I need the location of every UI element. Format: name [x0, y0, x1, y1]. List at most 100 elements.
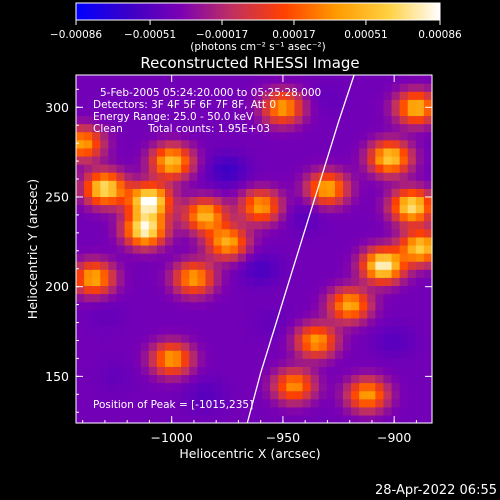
heatmap-cell — [351, 333, 360, 343]
heatmap-cell — [294, 342, 304, 351]
heatmap-cell — [100, 293, 109, 303]
y-tick-label: 150 — [45, 369, 69, 384]
heatmap-cell — [375, 253, 385, 262]
heatmap-cell — [197, 236, 207, 246]
heatmap-cell — [148, 309, 158, 319]
heatmap-cell — [326, 301, 336, 311]
heatmap-cell — [334, 398, 344, 408]
heatmap-cell — [100, 115, 109, 125]
heatmap-cell — [367, 212, 376, 222]
heatmap-cell — [375, 317, 385, 327]
heatmap-cell — [399, 285, 409, 295]
heatmap-cell — [165, 172, 174, 181]
heatmap-cell — [189, 269, 198, 278]
heatmap-cell — [205, 277, 215, 287]
heatmap-cell — [407, 107, 417, 117]
heatmap-cell — [237, 358, 247, 367]
y-tick-label: 200 — [45, 279, 69, 294]
heatmap-cell — [310, 172, 320, 181]
heatmap-cell — [262, 293, 271, 303]
heatmap-cell — [173, 374, 182, 384]
heatmap-cell — [326, 374, 336, 384]
heatmap-cell — [156, 333, 166, 343]
heatmap-cell — [310, 317, 320, 327]
heatmap-cell — [286, 139, 296, 149]
heatmap-cell — [100, 277, 109, 287]
heatmap-cell — [278, 212, 287, 222]
heatmap-cell — [132, 366, 142, 376]
heatmap-cell — [407, 220, 417, 230]
solar-limb-curve — [246, 74, 355, 424]
heatmap-cell — [326, 350, 336, 359]
heatmap-cell — [286, 277, 296, 287]
heatmap-cell — [229, 139, 239, 149]
heatmap-cell — [156, 398, 166, 408]
heatmap-cell — [278, 325, 287, 335]
heatmap-cell — [76, 196, 85, 206]
heatmap-cell — [367, 75, 376, 84]
heatmap-cell — [415, 414, 425, 424]
heatmap-cell — [116, 390, 126, 400]
heatmap-cell — [108, 261, 118, 270]
heatmap-cell — [351, 366, 360, 376]
heatmap-cell — [213, 228, 223, 238]
heatmap-cell — [76, 342, 85, 351]
heatmap-cell — [343, 325, 352, 335]
heatmap-cell — [302, 285, 312, 295]
heatmap-cell — [375, 342, 385, 351]
heatmap-cell — [278, 220, 287, 230]
heatmap-cell — [351, 325, 360, 335]
heatmap-cell — [237, 204, 247, 214]
heatmap-cell — [278, 99, 287, 108]
heatmap-cell — [140, 390, 150, 400]
heatmap-cell — [351, 228, 360, 238]
heatmap-cell — [221, 309, 231, 319]
heatmap-cell — [197, 107, 207, 117]
heatmap-cell — [270, 188, 279, 197]
heatmap-cell — [108, 155, 118, 165]
heatmap-cell — [294, 155, 304, 165]
heatmap-cell — [343, 107, 352, 117]
heatmap-cell — [351, 253, 360, 262]
heatmap-cell — [237, 164, 247, 173]
heatmap-cell — [124, 212, 134, 222]
heatmap-cell — [407, 204, 417, 214]
heatmap-cell — [302, 253, 312, 262]
heatmap-cell — [100, 342, 109, 351]
heatmap-cell — [383, 131, 393, 141]
heatmap-cell — [221, 155, 231, 165]
heatmap-cell — [221, 269, 231, 278]
heatmap-cell — [124, 123, 134, 133]
heatmap-cell — [173, 406, 182, 416]
heatmap-cell — [359, 382, 368, 392]
heatmap-cell — [84, 83, 93, 92]
heatmap-cell — [100, 269, 109, 278]
heatmap-cell — [359, 350, 368, 359]
heatmap-cell — [286, 99, 296, 108]
heatmap-cell — [76, 277, 85, 287]
heatmap-cell — [213, 301, 223, 311]
heatmap-cell — [399, 261, 409, 270]
heatmap-cell — [116, 131, 126, 141]
heatmap-cell — [334, 99, 344, 108]
heatmap-cell — [156, 220, 166, 230]
heatmap-cell — [245, 293, 255, 303]
heatmap-cell — [116, 123, 126, 133]
heatmap-cell — [221, 358, 231, 367]
heatmap-cell — [262, 406, 271, 416]
heatmap-cell — [173, 228, 182, 238]
heatmap-cell — [148, 228, 158, 238]
heatmap-cell — [286, 220, 296, 230]
heatmap-cell — [367, 261, 376, 270]
heatmap-cell — [116, 309, 126, 319]
heatmap-cell — [375, 366, 385, 376]
heatmap-cell — [173, 188, 182, 197]
heatmap-cell — [116, 164, 126, 173]
heatmap-cell — [189, 228, 198, 238]
heatmap-cell — [181, 188, 190, 197]
heatmap-cell — [318, 390, 328, 400]
heatmap-cell — [213, 333, 223, 343]
heatmap-cell — [181, 390, 190, 400]
heatmap-cell — [181, 398, 190, 408]
heatmap-cell — [173, 309, 182, 319]
